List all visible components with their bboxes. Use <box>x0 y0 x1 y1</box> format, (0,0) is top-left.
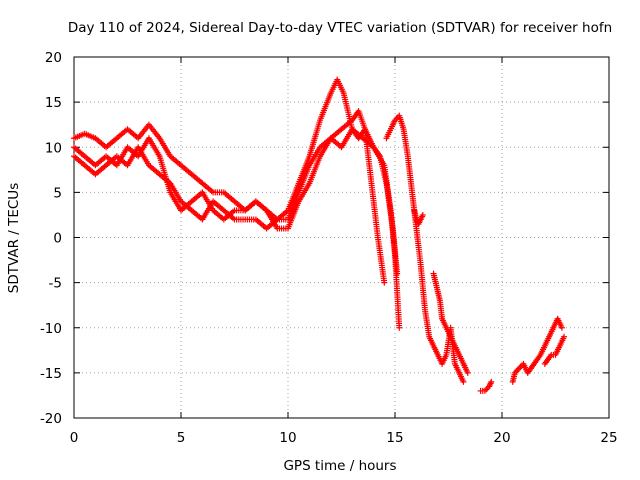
x-tick-labels: 0 5 10 15 20 25 <box>70 430 618 446</box>
y-tick-label: -5 <box>49 276 62 292</box>
y-tick-label: -15 <box>40 366 62 382</box>
y-tick-label: -20 <box>40 411 62 427</box>
x-tick-label: 25 <box>600 430 617 446</box>
data-point <box>464 369 471 376</box>
data-point <box>381 279 388 286</box>
x-tick-label: 0 <box>70 430 79 446</box>
data-point <box>419 211 426 218</box>
chart-title: Day 110 of 2024, Sidereal Day-to-day VTE… <box>68 20 612 36</box>
data-point <box>561 333 568 340</box>
data-points <box>71 76 568 394</box>
y-axis-label: SDTVAR / TECUs <box>6 183 22 293</box>
data-point <box>460 378 467 385</box>
x-tick-label: 5 <box>177 430 186 446</box>
y-tick-label: 0 <box>53 231 62 247</box>
y-tick-label: -10 <box>40 321 62 337</box>
y-tick-label: 5 <box>53 185 62 201</box>
x-tick-label: 10 <box>279 430 296 446</box>
y-tick-label: 10 <box>45 140 62 156</box>
x-tick-label: 20 <box>493 430 510 446</box>
grid-layer <box>74 57 609 418</box>
y-tick-label: 15 <box>45 95 62 111</box>
y-tick-label: 20 <box>45 50 62 66</box>
data-point <box>396 324 403 331</box>
x-tick-label: 15 <box>386 430 403 446</box>
x-axis-label: GPS time / hours <box>283 458 396 474</box>
tick-layer <box>73 56 610 419</box>
y-tick-labels: -20 -15 -10 -5 0 5 10 15 20 <box>40 50 62 427</box>
data-point <box>558 324 565 331</box>
data-point <box>488 378 495 385</box>
